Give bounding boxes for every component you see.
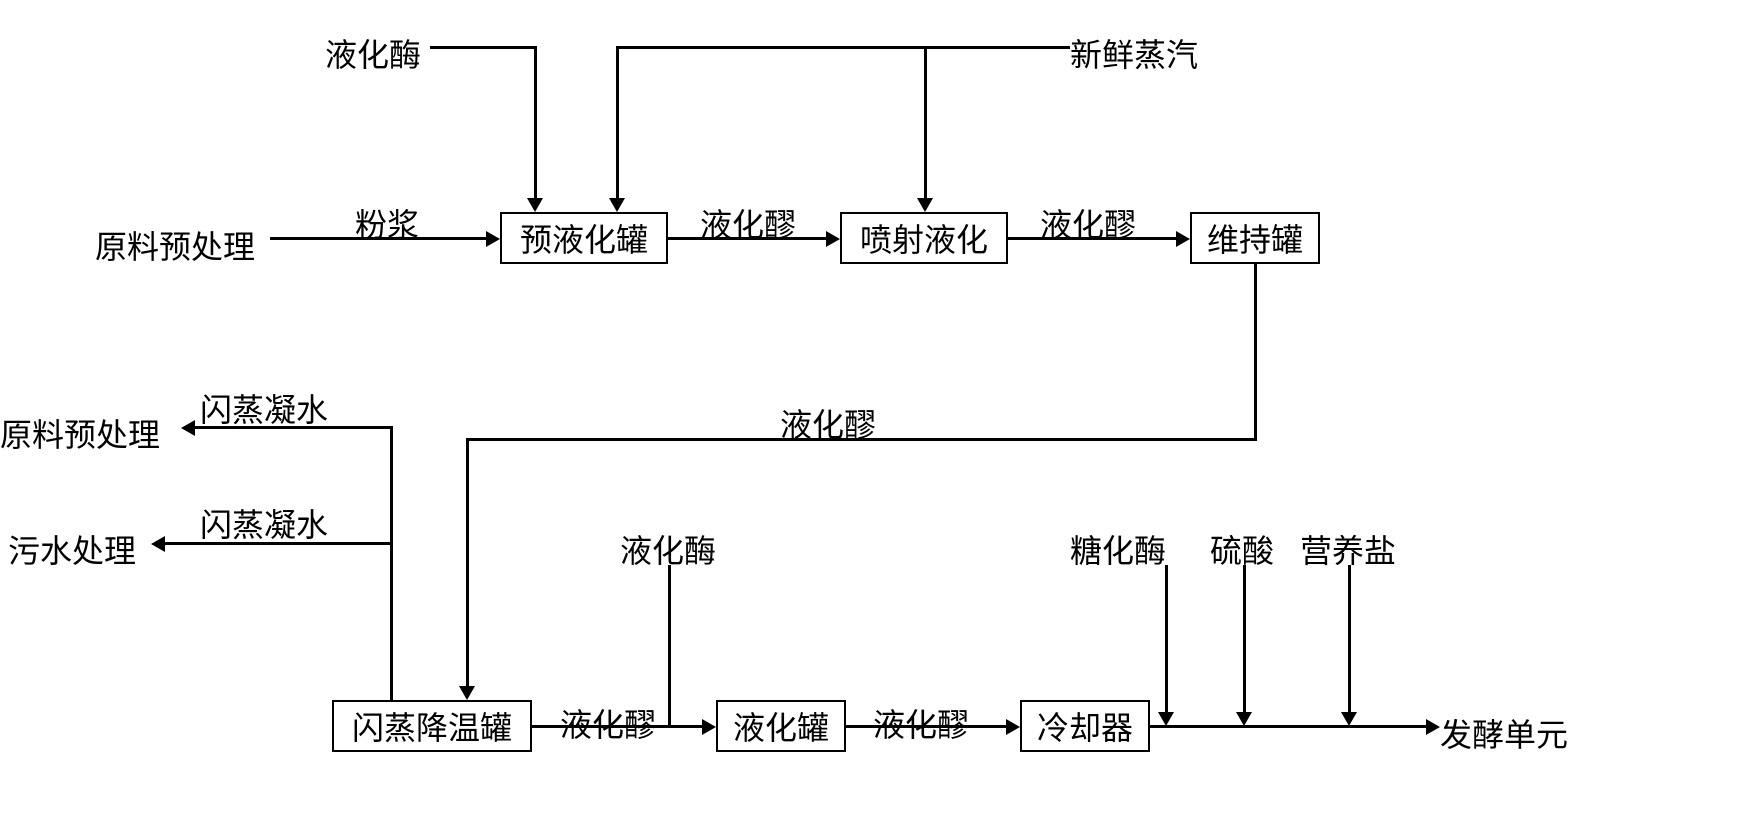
node-label: 喷射液化 bbox=[860, 215, 988, 261]
edge-line bbox=[1165, 565, 1168, 712]
label-sulfuric-acid: 硫酸 bbox=[1210, 526, 1274, 572]
label-saccharifying-enzyme: 糖化酶 bbox=[1070, 526, 1166, 572]
node-jet-liquefaction: 喷射液化 bbox=[840, 212, 1008, 264]
arrow-head-icon bbox=[459, 686, 475, 700]
edge-line bbox=[390, 426, 393, 700]
node-holding-tank: 维持罐 bbox=[1190, 212, 1320, 264]
node-label: 维持罐 bbox=[1207, 215, 1303, 261]
arrow-head-icon bbox=[1158, 712, 1174, 726]
arrow-head-icon bbox=[1176, 231, 1190, 247]
label-flash-condensate-1: 闪蒸凝水 bbox=[200, 385, 328, 431]
node-pre-liquefaction-tank: 预液化罐 bbox=[500, 212, 668, 264]
label-fermentation-unit: 发酵单元 bbox=[1440, 710, 1568, 756]
arrow-head-icon bbox=[527, 198, 543, 212]
edge-line bbox=[616, 46, 619, 198]
arrow-head-icon bbox=[181, 420, 195, 436]
edge-line bbox=[924, 46, 927, 198]
edge-line bbox=[430, 46, 534, 49]
label-sewage-treatment: 污水处理 bbox=[8, 526, 136, 572]
node-cooler: 冷却器 bbox=[1020, 700, 1150, 752]
edge-line bbox=[668, 237, 826, 240]
label-fresh-steam: 新鲜蒸汽 bbox=[1070, 30, 1198, 76]
label-liquefied-mash-5: 液化醪 bbox=[873, 700, 969, 746]
arrow-head-icon bbox=[826, 231, 840, 247]
edge-line bbox=[1254, 264, 1257, 440]
label-raw-pretreatment-1: 原料预处理 bbox=[95, 222, 255, 268]
label-flash-condensate-2: 闪蒸凝水 bbox=[200, 500, 328, 546]
arrow-head-icon bbox=[151, 536, 165, 552]
edge-line bbox=[668, 565, 671, 726]
node-label: 闪蒸降温罐 bbox=[352, 703, 512, 749]
arrow-head-icon bbox=[1341, 712, 1357, 726]
edge-line bbox=[195, 426, 393, 429]
label-liquefied-mash-4: 液化醪 bbox=[560, 700, 656, 746]
arrow-head-icon bbox=[609, 198, 625, 212]
edge-line bbox=[270, 237, 486, 240]
edge-line bbox=[534, 46, 537, 198]
node-label: 冷却器 bbox=[1037, 703, 1133, 749]
arrow-head-icon bbox=[917, 198, 933, 212]
edge-line bbox=[165, 542, 393, 545]
arrow-head-icon bbox=[486, 231, 500, 247]
node-liquefaction-tank: 液化罐 bbox=[716, 700, 846, 752]
edge-line bbox=[1243, 565, 1246, 712]
arrow-head-icon bbox=[1006, 719, 1020, 735]
arrow-head-icon bbox=[702, 719, 716, 735]
node-label: 预液化罐 bbox=[520, 215, 648, 261]
node-label: 液化罐 bbox=[733, 703, 829, 749]
edge-line bbox=[1348, 565, 1351, 712]
edge-line bbox=[1150, 725, 1426, 728]
edge-line bbox=[466, 438, 469, 686]
edge-line bbox=[466, 438, 1257, 441]
arrow-head-icon bbox=[1426, 719, 1440, 735]
edge-line bbox=[1008, 237, 1176, 240]
label-liquefying-enzyme-top: 液化酶 bbox=[325, 30, 421, 76]
node-flash-cooling-tank: 闪蒸降温罐 bbox=[332, 700, 532, 752]
arrow-head-icon bbox=[1236, 712, 1252, 726]
edge-line bbox=[846, 725, 1006, 728]
edge-line bbox=[616, 46, 1070, 49]
edge-line bbox=[532, 725, 702, 728]
label-raw-pretreatment-2: 原料预处理 bbox=[0, 410, 160, 456]
